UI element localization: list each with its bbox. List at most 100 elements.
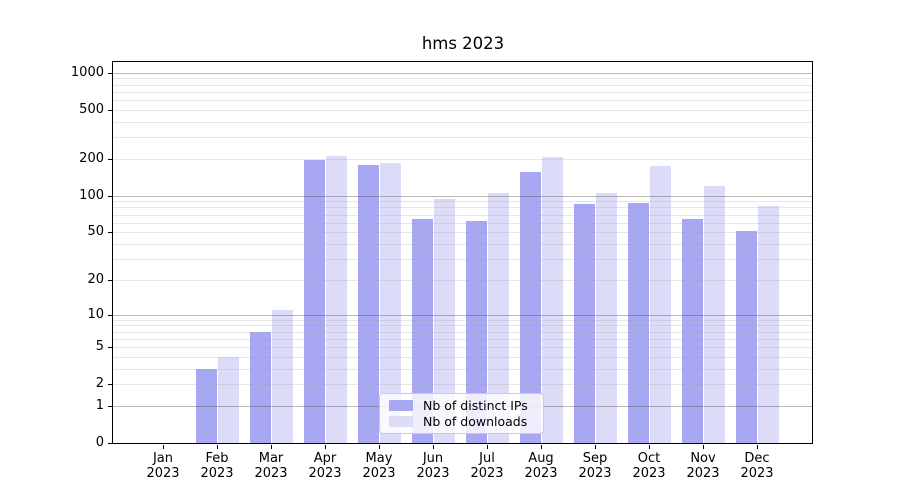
x-tick-label-year: 2023	[308, 466, 342, 481]
y-tick-mark	[108, 72, 112, 74]
y-tick-label: 1000	[70, 64, 104, 80]
chart-title: hms 2023	[421, 34, 505, 53]
gridline-minor	[113, 121, 812, 123]
bar-downloads	[487, 192, 509, 443]
x-tick-label-month: Jan	[152, 451, 174, 466]
x-tick-label-year: 2023	[686, 466, 720, 481]
bar-distinct-ips	[357, 164, 379, 443]
x-tick-mark	[649, 445, 650, 449]
x-tick-label-month: Feb	[205, 451, 229, 466]
bar-distinct-ips	[249, 331, 271, 443]
bar-downloads	[703, 186, 725, 443]
x-tick-mark	[433, 445, 434, 449]
x-tick-label: Jul 2023	[457, 451, 517, 481]
y-tick-label: 10	[87, 306, 104, 322]
y-tick-label: 0	[95, 435, 104, 450]
bar-downloads	[433, 198, 455, 443]
y-tick-label: 100	[79, 187, 104, 203]
y-tick-mark	[108, 232, 112, 234]
y-tick-label: 20	[87, 271, 104, 287]
x-tick-label-year: 2023	[470, 466, 504, 481]
x-tick-mark	[595, 445, 596, 449]
x-tick-label: Jan 2023	[133, 451, 193, 481]
plot-area	[112, 61, 813, 444]
gridline-major	[113, 195, 812, 197]
x-tick-label-year: 2023	[254, 466, 288, 481]
x-tick-label-year: 2023	[200, 466, 234, 481]
y-tick-mark	[108, 405, 112, 407]
bar-downloads	[217, 356, 239, 443]
bar-distinct-ips	[573, 204, 595, 443]
y-tick-mark	[108, 195, 112, 197]
x-tick-label: Jun 2023	[403, 451, 463, 481]
gridline-minor	[113, 137, 812, 139]
y-tick-label: 2	[95, 376, 104, 392]
x-tick-mark	[757, 445, 758, 449]
bar-downloads	[757, 206, 779, 443]
gridline-minor	[113, 384, 812, 386]
x-tick-mark	[163, 445, 164, 449]
y-tick-label: 50	[87, 224, 104, 240]
x-tick-mark	[271, 445, 272, 449]
gridline-minor	[113, 84, 812, 86]
gridline-minor	[113, 222, 812, 224]
bar-distinct-ips	[681, 219, 703, 443]
x-tick-label-month: Oct	[637, 451, 661, 466]
x-tick-label-year: 2023	[524, 466, 558, 481]
gridline-minor	[113, 243, 812, 245]
gridline-minor	[113, 279, 812, 281]
x-tick-label-month: Jun	[422, 451, 444, 466]
gridline-minor	[113, 100, 812, 101]
y-tick-mark	[108, 443, 112, 444]
gridline-minor	[113, 207, 812, 209]
bar-distinct-ips	[627, 203, 649, 443]
x-tick-label-month: Jul	[479, 451, 495, 466]
x-tick-label-year: 2023	[146, 466, 180, 481]
gridline-minor	[113, 258, 812, 260]
gridline-major	[113, 314, 812, 316]
legend-swatch-distinct-ips-icon	[389, 399, 413, 411]
y-tick-label: 200	[79, 150, 104, 166]
gridline-minor	[113, 331, 812, 333]
x-tick-mark	[217, 445, 218, 449]
y-tick-label: 1	[95, 397, 104, 413]
x-tick-mark	[703, 445, 704, 449]
gridline-minor	[113, 232, 812, 234]
x-tick-label-year: 2023	[740, 466, 774, 481]
bar-downloads	[271, 309, 293, 443]
x-tick-label: Sep 2023	[565, 451, 625, 481]
gridline-minor	[113, 214, 812, 216]
x-tick-label: Mar 2023	[241, 451, 301, 481]
x-tick-mark	[325, 445, 326, 449]
bar-downloads	[379, 162, 401, 443]
x-tick-label-month: Aug	[528, 451, 554, 466]
legend-swatch-downloads-icon	[389, 416, 413, 428]
x-tick-label-month: Nov	[690, 451, 716, 466]
gridline-minor	[113, 319, 812, 321]
y-tick-mark	[108, 158, 112, 160]
legend-label-downloads: Nb of downloads	[423, 414, 528, 430]
x-tick-label: Aug 2023	[511, 451, 571, 481]
gridline-minor	[113, 158, 812, 160]
y-tick-mark	[108, 109, 112, 111]
legend-label-distinct-ips: Nb of distinct IPs	[423, 397, 528, 413]
x-tick-label: Nov 2023	[673, 451, 733, 481]
bar-distinct-ips	[411, 219, 433, 443]
bar-downloads	[541, 156, 563, 443]
x-tick-label-year: 2023	[632, 466, 666, 481]
gridline-minor	[113, 201, 812, 203]
x-tick-mark	[541, 445, 542, 449]
x-tick-mark	[379, 445, 380, 449]
gridline-minor	[113, 109, 812, 111]
x-tick-label: Feb 2023	[187, 451, 247, 481]
bar-distinct-ips	[519, 172, 541, 443]
x-tick-label: May 2023	[349, 451, 409, 481]
x-tick-label-month: May	[365, 451, 393, 466]
bar-distinct-ips	[303, 159, 325, 443]
x-tick-label-year: 2023	[416, 466, 450, 481]
x-tick-label: Oct 2023	[619, 451, 679, 481]
x-tick-label-month: Sep	[582, 451, 608, 466]
gridline-minor	[113, 338, 812, 340]
bar-distinct-ips	[465, 220, 487, 443]
